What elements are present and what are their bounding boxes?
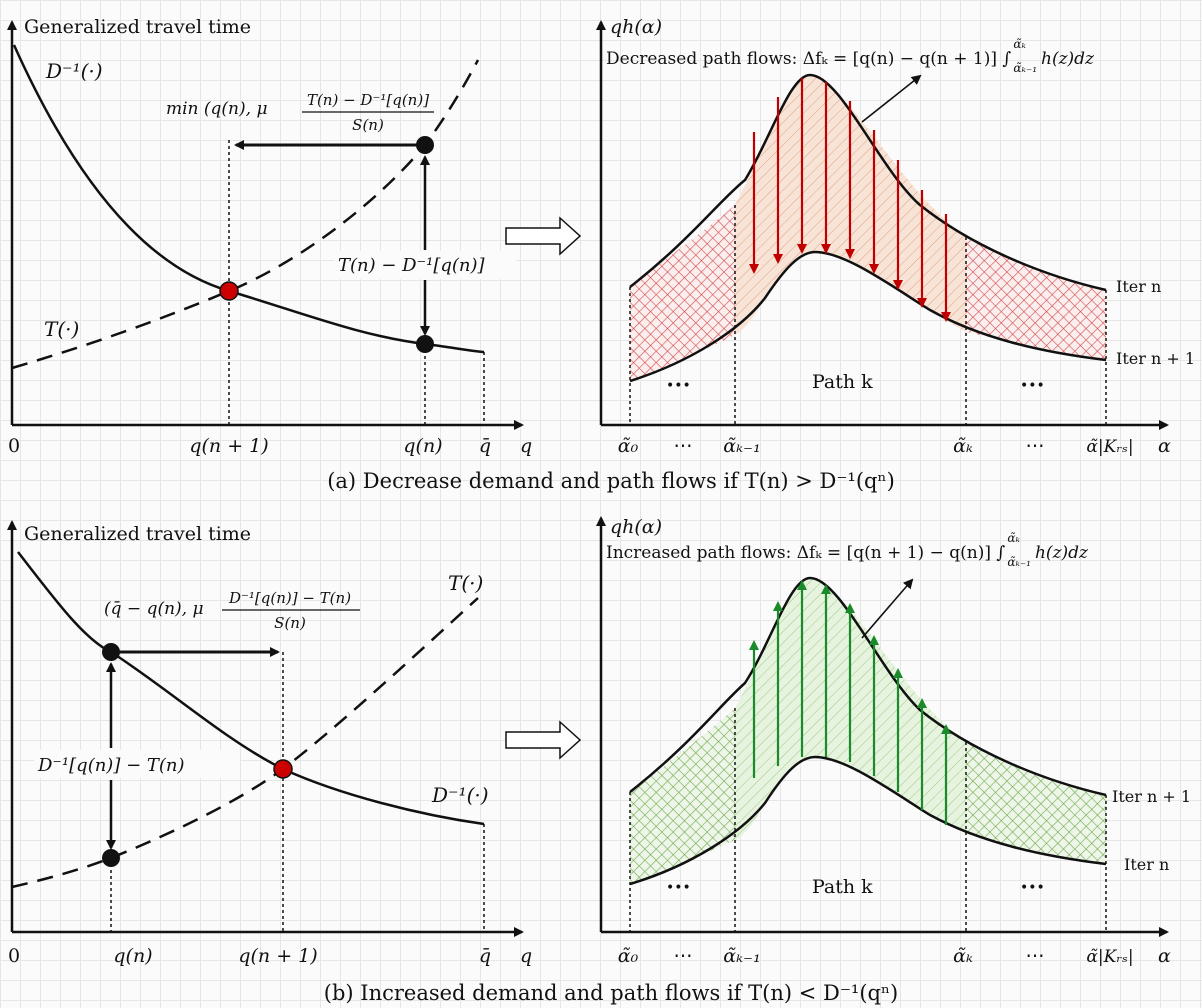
panel-a-transition-arrow [505, 216, 582, 256]
panel-a-right-upper-curve-label: Iter n [1116, 277, 1161, 296]
panel-a-right-callout-pointer [861, 74, 922, 123]
panel-a-left-demand-curve-label: D⁻¹(·) [45, 59, 103, 83]
panel-b-left-step-label-num: D⁻¹[q(n)] − T(n) [228, 589, 351, 607]
panel-a-left-tick-qn1: q(n + 1) [189, 435, 268, 457]
panel-b-left-tick-qn1: q(n + 1) [238, 945, 317, 967]
panel-b-right-flow-label: Increased path flows: Δfₖ = [q(n + 1) − … [606, 543, 1005, 563]
panel-b-right-upper-curve [629, 576, 1107, 797]
panel-b-right-flow-label-tail: h(z)dz [1035, 543, 1089, 563]
panel-b-right-x-axis-label: α [1158, 945, 1171, 967]
panel-a-left-step-label-den: S(n) [352, 116, 384, 134]
panel-a-left: Generalized travel time D⁻¹(·) T(·) min … [6, 16, 532, 457]
panel-a-right-x-axis-label: α [1158, 435, 1171, 457]
panel-b-left-demand-curve [17, 551, 485, 826]
panel-b-right-dots-right: ••• [1020, 880, 1045, 896]
panel-a-left-y-axis-label: Generalized travel time [24, 16, 251, 38]
panel-a-right-decrease-arrows [749, 78, 951, 322]
panel-b-right-tick-a0: α̃₀ [618, 945, 639, 967]
panel-a-left-step-label-left: min (q(n), μ [166, 99, 268, 119]
panel-b-left-origin: 0 [8, 945, 20, 967]
panel-a-right-y-axis-label: qh(α) [610, 16, 662, 38]
panel-a-left-tick-qn: q(n) [403, 435, 442, 457]
panel-a-left-origin: 0 [8, 435, 20, 457]
panel-a-right-lower-curve-label: Iter n + 1 [1116, 349, 1195, 368]
panel-b-right-cross-hatch-right [966, 742, 1106, 864]
panel-b-transition-arrow [505, 720, 582, 760]
panel-a-left-step-label-num: T(n) − D⁻¹[q(n)] [307, 91, 429, 109]
panel-b-left-cost-curve [11, 597, 479, 889]
panel-b-right-integral-lower: α̃ₖ₋₁ [1007, 555, 1031, 569]
panel-a-right: qh(α) Decreased path flows: Δfₖ = [q(n) … [596, 16, 1195, 457]
panel-a-caption: (a) Decrease demand and path flows if T(… [327, 469, 895, 493]
panel-b-right-tick-ak1: α̃ₖ₋₁ [723, 945, 760, 967]
panel-a-left-cost-curve-label: T(·) [44, 317, 79, 341]
panel-a-left-x-axis-label: q [520, 435, 532, 457]
panel-a-left-current-point [416, 136, 434, 154]
panel-a-left-gap-label: T(n) − D⁻¹[q(n)] [338, 255, 486, 276]
panel-b-left-cost-point [102, 849, 120, 867]
panel-a-right-dots-right: ••• [1020, 378, 1045, 394]
panel-a-right-tick-akrs: α̃|Kᵣₛ| [1086, 437, 1133, 457]
panel-a-right-cross-hatch-left [630, 205, 735, 381]
panel-a-left-gap-label-bg [334, 251, 516, 279]
panel-b-left-cost-curve-label: T(·) [448, 571, 483, 595]
panel-b-right-tick-dots-1: ⋯ [674, 945, 693, 967]
panel-a-right-integral-upper: α̃ₖ [1013, 37, 1026, 51]
panel-a-right-tick-ak1: α̃ₖ₋₁ [723, 435, 760, 457]
panel-a-left-cost-curve [11, 59, 480, 370]
panel-b-right-callout-pointer [861, 578, 914, 639]
panel-b-left-demand-curve-label: D⁻¹(·) [431, 783, 489, 807]
panel-b-left-equilibrium-point [273, 759, 293, 779]
panel-b-left-tick-qbar: q̄ [479, 945, 491, 967]
panel-a-right-dots-left: ••• [666, 378, 691, 394]
panel-b-left-step-label-left: (q̄ − q(n), μ [104, 599, 204, 619]
panel-b-left-gap-label: D⁻¹[q(n)] − T(n) [37, 755, 185, 776]
panel-b-right-lower-curve [629, 755, 1107, 886]
panel-b-left: Generalized travel time T(·) D⁻¹(·) (q̄ … [6, 520, 532, 967]
panel-a-left-demand-point [416, 335, 434, 353]
panel-b-left-gap-label-bg [34, 750, 240, 778]
panel-a-right-cross-hatch-right [966, 237, 1106, 360]
panel-a-right-path-label: Path k [812, 371, 873, 393]
panel-b-left-step-label-den: S(n) [274, 614, 306, 632]
panel-a-right-tick-ak: α̃ₖ [953, 435, 973, 457]
panel-b-left-current-point [102, 643, 120, 661]
panel-b-right-cross-hatch-left [630, 708, 735, 884]
panel-a-left-equilibrium-point [219, 281, 239, 301]
panel-b-left-y-axis-label: Generalized travel time [24, 523, 251, 545]
panel-b-right: qh(α) Increased path flows: Δfₖ = [q(n +… [596, 516, 1191, 967]
panel-b-right-path-label: Path k [812, 876, 873, 898]
panel-b-left-tick-qn: q(n) [113, 945, 152, 967]
panel-b-caption: (b) Increased demand and path flows if T… [324, 981, 898, 1005]
panel-a-right-tick-dots-1: ⋯ [674, 435, 693, 457]
panel-a-left-tick-qbar: q̄ [479, 435, 491, 457]
panel-a-right-integral-lower: α̃ₖ₋₁ [1013, 61, 1037, 75]
panel-b-right-tick-akrs: α̃|Kᵣₛ| [1086, 947, 1133, 967]
panel-b-left-x-axis-label: q [520, 945, 532, 967]
panel-a-right-tick-dots-2: ⋯ [1026, 435, 1045, 457]
panel-a-right-tick-a0: α̃₀ [618, 435, 639, 457]
panel-a-right-flow-label: Decreased path flows: Δfₖ = [q(n) − q(n … [606, 49, 1011, 69]
panel-b-right-increase-arrows [749, 580, 951, 825]
panel-a-right-upper-curve [629, 73, 1107, 292]
panel-b-right-tick-dots-2: ⋯ [1026, 945, 1045, 967]
panel-a-left-demand-curve [12, 44, 485, 354]
panel-b-right-lower-curve-label: Iter n [1124, 855, 1169, 874]
panel-b-right-dots-left: ••• [666, 880, 691, 896]
panel-b-right-integral-upper: α̃ₖ [1007, 531, 1020, 545]
panel-b-right-y-axis-label: qh(α) [610, 516, 662, 538]
panel-a-right-flow-label-tail: h(z)dz [1041, 49, 1095, 69]
panel-b-right-upper-curve-label: Iter n + 1 [1112, 787, 1191, 806]
panel-b-right-tick-ak: α̃ₖ [953, 945, 973, 967]
